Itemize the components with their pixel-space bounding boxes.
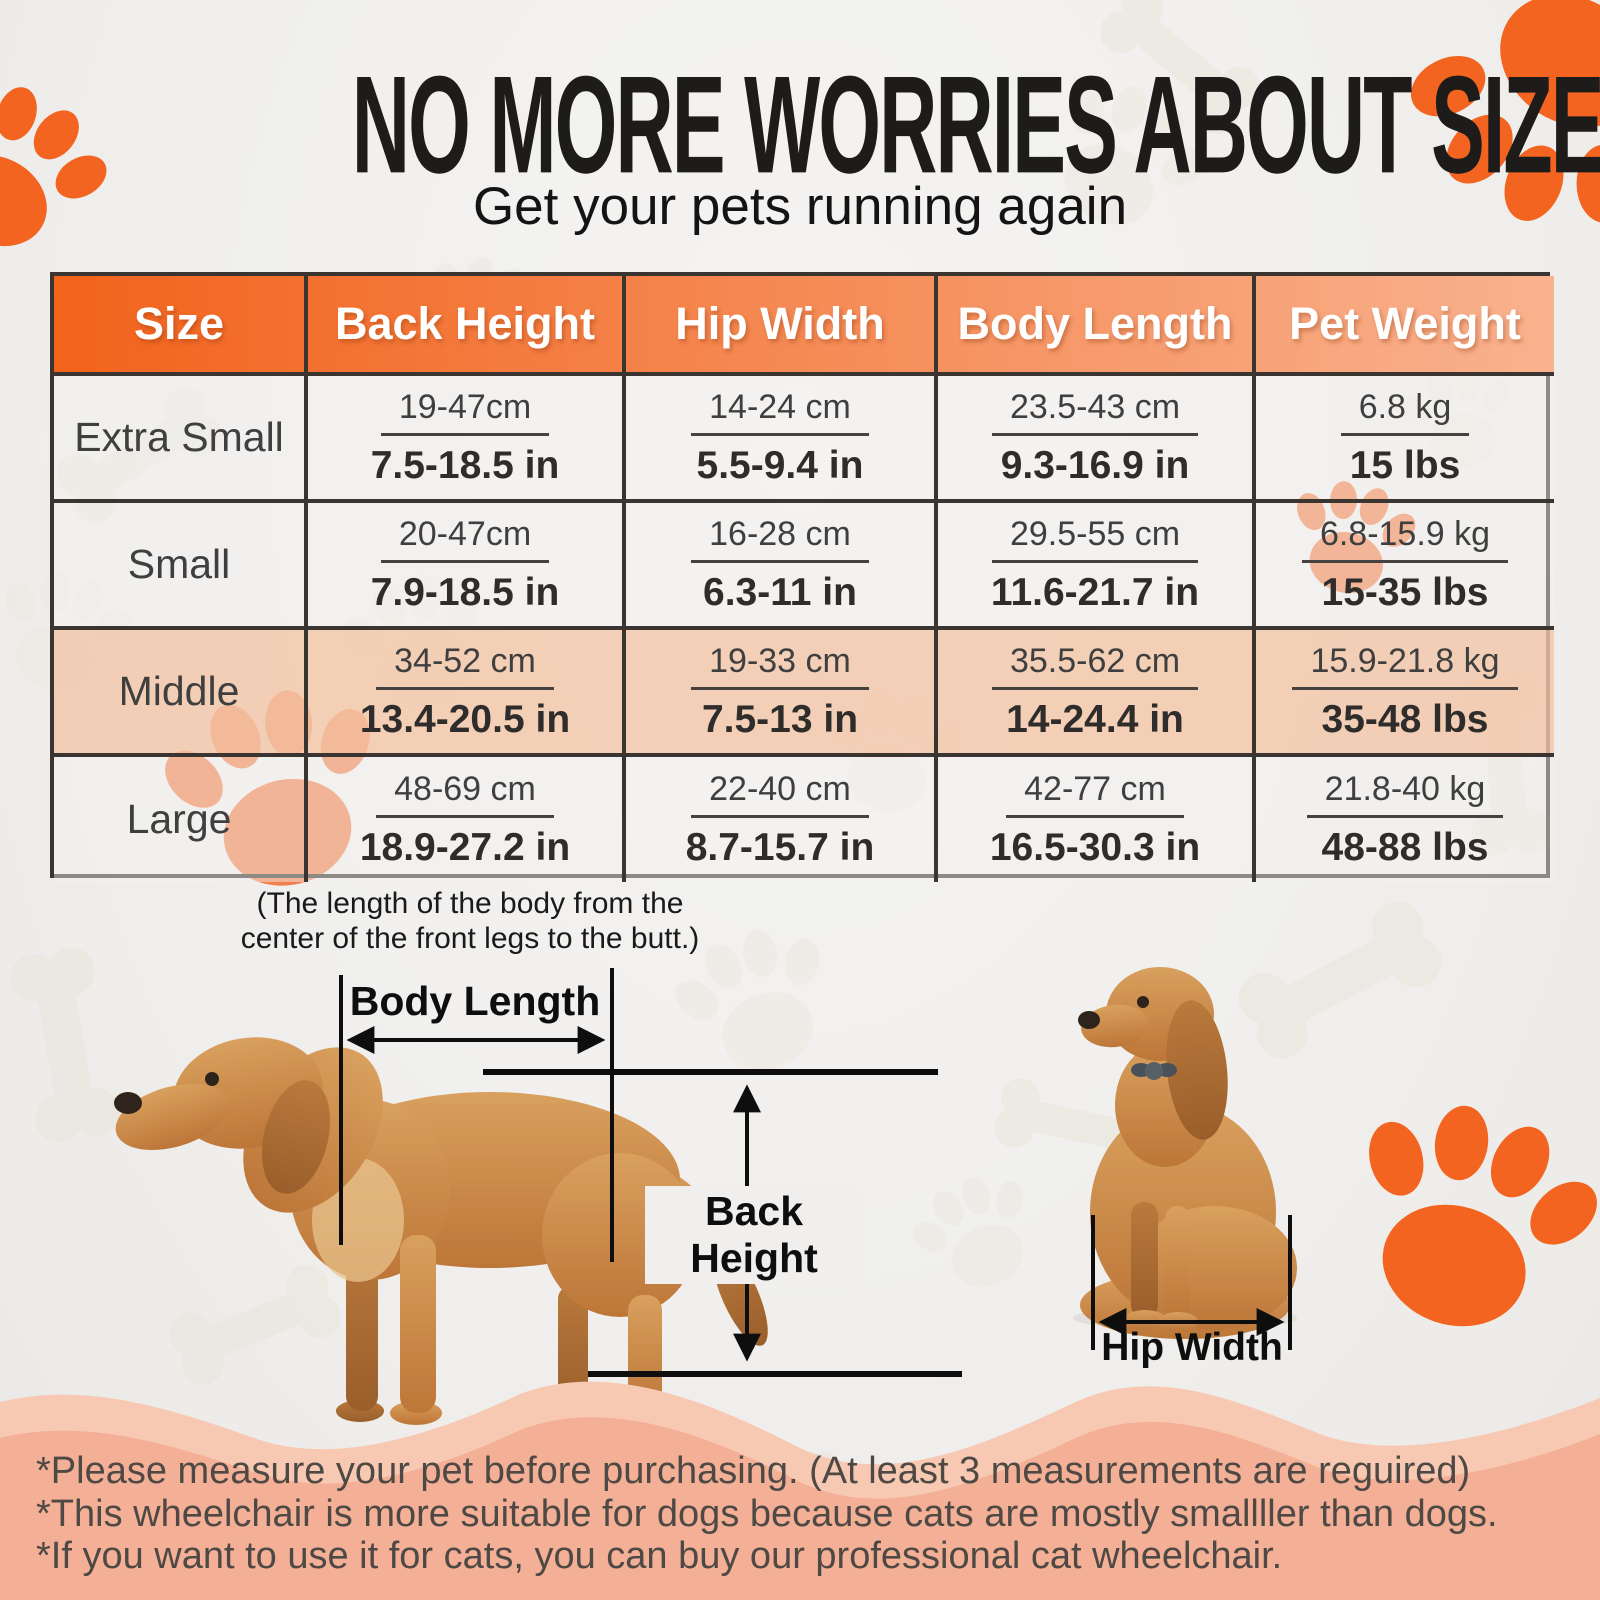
dog-nose [1078, 1011, 1100, 1029]
metric-value: 14-24 cm [691, 388, 869, 436]
metric-value: 6.8-15.9 kg [1301, 515, 1509, 563]
row-label-small: Small [54, 503, 308, 630]
metric-value: 6.8 kg [1340, 388, 1470, 436]
column-header-body-length: Body Length [938, 276, 1256, 376]
metric-value: 15.9-21.8 kg [1292, 642, 1518, 690]
body-length-note: (The length of the body from the center … [225, 886, 715, 957]
metric-value: 23.5-43 cm [991, 388, 1199, 436]
column-header-back-height: Back Height [308, 276, 626, 376]
footnote-suitability: *This wheelchair is more suitable for do… [36, 1492, 1498, 1535]
table-cell: 19-33 cm 7.5-13 in [626, 630, 938, 757]
imperial-value: 9.3-16.9 in [1000, 443, 1190, 487]
body-length-note-line1: (The length of the body from the [256, 887, 684, 920]
table-cell: 48-69 cm 18.9-27.2 in [308, 757, 626, 882]
imperial-value: 6.3-11 in [703, 570, 857, 614]
footnote-cats: *If you want to use it for cats, you can… [36, 1535, 1283, 1578]
table-cell: 6.8-15.9 kg 15-35 lbs [1256, 503, 1554, 630]
imperial-value: 5.5-9.4 in [696, 443, 864, 487]
table-cell: 14-24 cm 5.5-9.4 in [626, 376, 938, 503]
imperial-value: 8.7-15.7 in [685, 825, 875, 869]
imperial-value: 16.5-30.3 in [989, 825, 1201, 869]
footnotes: *Please measure your pet before purchasi… [36, 1450, 1584, 1578]
metric-value: 42-77 cm [1006, 770, 1184, 818]
size-chart-table: Size Back Height Hip Width Body Length P… [50, 272, 1554, 882]
imperial-value: 7.5-13 in [701, 697, 859, 741]
metric-value: 22-40 cm [691, 770, 869, 818]
table-cell: 42-77 cm 16.5-30.3 in [938, 757, 1256, 882]
dog-eye [1137, 996, 1149, 1008]
table-cell: 22-40 cm 8.7-15.7 in [626, 757, 938, 882]
column-header-hip-width: Hip Width [626, 276, 938, 376]
metric-value: 19-33 cm [691, 642, 869, 690]
sitting-dog-illustration [1073, 967, 1297, 1339]
imperial-value: 15-35 lbs [1321, 570, 1489, 614]
imperial-value: 18.9-27.2 in [359, 825, 571, 869]
row-label-large: Large [54, 757, 308, 882]
dog-bowtie [1145, 1062, 1163, 1080]
imperial-value: 7.5-18.5 in [370, 443, 560, 487]
imperial-value: 35-48 lbs [1321, 697, 1489, 741]
metric-value: 48-69 cm [376, 770, 554, 818]
dog-eye [205, 1072, 219, 1086]
table-cell: 21.8-40 kg 48-88 lbs [1256, 757, 1554, 882]
metric-value: 35.5-62 cm [991, 642, 1199, 690]
imperial-value: 14-24.4 in [1006, 697, 1184, 741]
back-height-label: Back Height [645, 1186, 863, 1284]
paw-icon [1311, 1072, 1600, 1363]
table-cell: 20-47cm 7.9-18.5 in [308, 503, 626, 630]
row-label-middle: Middle [54, 630, 308, 757]
metric-value: 19-47cm [380, 388, 550, 436]
table-cell: 23.5-43 cm 9.3-16.9 in [938, 376, 1256, 503]
footnote-measure: *Please measure your pet before purchasi… [36, 1450, 1471, 1492]
dog-nose [114, 1092, 142, 1114]
imperial-value: 15 lbs [1349, 443, 1461, 487]
imperial-value: 7.9-18.5 in [370, 570, 560, 614]
table-cell: 35.5-62 cm 14-24.4 in [938, 630, 1256, 757]
page-subtitle: Get your pets running again [472, 177, 1128, 236]
metric-value: 20-47cm [380, 515, 550, 563]
imperial-value: 48-88 lbs [1321, 825, 1489, 869]
metric-value: 34-52 cm [376, 642, 554, 690]
body-length-note-line2: center of the front legs to the butt.) [240, 922, 700, 956]
metric-value: 16-28 cm [691, 515, 869, 563]
hip-width-label: Hip Width [1101, 1326, 1283, 1369]
table-cell: 29.5-55 cm 11.6-21.7 in [938, 503, 1256, 630]
metric-value: 29.5-55 cm [991, 515, 1199, 563]
column-header-pet-weight: Pet Weight [1256, 276, 1554, 376]
imperial-value: 11.6-21.7 in [990, 570, 1200, 614]
column-header-size: Size [54, 276, 308, 376]
table-cell: 16-28 cm 6.3-11 in [626, 503, 938, 630]
row-label-extra-small: Extra Small [54, 376, 308, 503]
table-cell: 34-52 cm 13.4-20.5 in [308, 630, 626, 757]
metric-value: 21.8-40 kg [1306, 770, 1504, 818]
table-cell: 15.9-21.8 kg 35-48 lbs [1256, 630, 1554, 757]
table-cell: 19-47cm 7.5-18.5 in [308, 376, 626, 503]
table-cell: 6.8 kg 15 lbs [1256, 376, 1554, 503]
imperial-value: 13.4-20.5 in [359, 697, 571, 741]
body-length-label: Body Length [349, 978, 601, 1024]
